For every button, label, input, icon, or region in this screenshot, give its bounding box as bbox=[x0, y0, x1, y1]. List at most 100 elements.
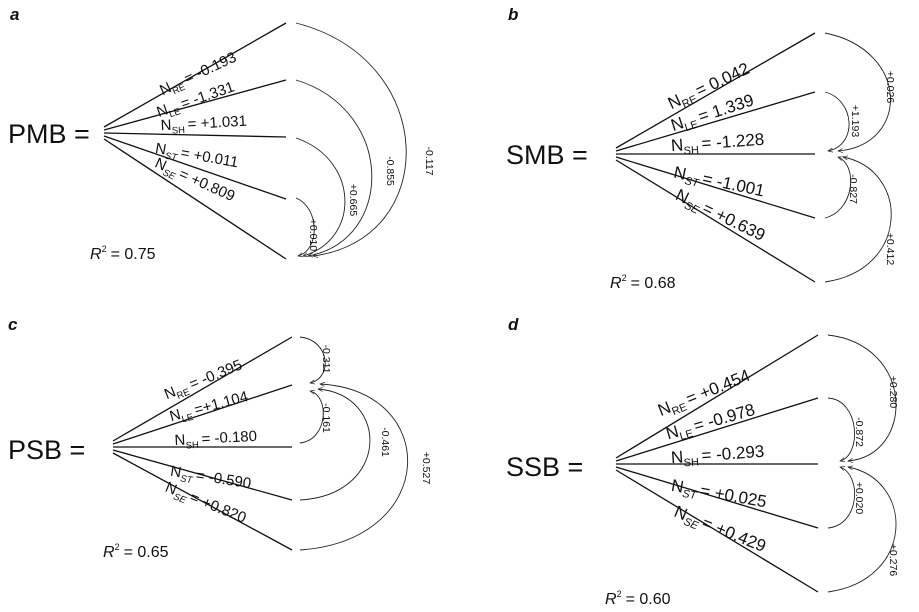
interaction-coefficient: -0.161 bbox=[320, 403, 332, 433]
term-symbol: N bbox=[155, 101, 171, 121]
interaction-coefficient: +1.193 bbox=[849, 105, 861, 138]
term-subscript: RE bbox=[680, 93, 699, 110]
interaction-coefficient: +0.280 bbox=[887, 376, 899, 409]
term-symbol: N bbox=[664, 422, 681, 444]
term-coefficient: = -0.395 bbox=[187, 356, 245, 393]
term-symbol: N bbox=[670, 135, 684, 155]
term-line bbox=[615, 159, 816, 283]
term-line bbox=[112, 336, 293, 442]
term-coefficient: = -0.293 bbox=[701, 442, 765, 465]
term-subscript: ST bbox=[683, 175, 700, 190]
interaction-arrow bbox=[299, 336, 326, 383]
interaction-arrow bbox=[827, 334, 897, 461]
interaction-coefficient: +0.527 bbox=[420, 452, 432, 485]
equation-lhs: PSB = bbox=[8, 435, 85, 465]
term-line bbox=[103, 22, 287, 128]
r-symbol: R bbox=[103, 544, 115, 561]
term-line bbox=[615, 469, 819, 593]
term-coefficient: = -0.180 bbox=[201, 428, 257, 448]
term-subscript: LE bbox=[678, 428, 694, 443]
term-subscript: SH bbox=[172, 125, 186, 137]
term-subscript: SE bbox=[172, 491, 188, 506]
term-line bbox=[615, 334, 819, 459]
r-superscript: 2 bbox=[617, 589, 622, 599]
r-superscript: 2 bbox=[102, 244, 107, 254]
interaction-coefficient: +0.412 bbox=[884, 233, 896, 266]
interaction-coefficient: -0.117 bbox=[423, 147, 435, 176]
term-label: NSH= -1.228 bbox=[670, 130, 765, 158]
term-subscript: SH bbox=[683, 456, 699, 469]
term-line bbox=[112, 384, 293, 445]
term-line bbox=[103, 135, 287, 200]
interaction-coefficient: +0.010 bbox=[307, 219, 319, 252]
term-symbol: N bbox=[174, 432, 186, 450]
term-coefficient: = -1.228 bbox=[701, 130, 765, 153]
interaction-coefficient: +0.020 bbox=[853, 482, 865, 515]
r-symbol: R bbox=[605, 591, 617, 608]
panel-letter: b bbox=[508, 5, 518, 24]
equation-lhs: SMB = bbox=[506, 140, 588, 170]
term-subscript: SE bbox=[682, 516, 701, 533]
r-superscript: 2 bbox=[622, 273, 627, 283]
interaction-coefficient: +0.276 bbox=[887, 544, 899, 577]
interaction-coefficient: -0.311 bbox=[320, 345, 332, 374]
interaction-arrow bbox=[295, 22, 407, 256]
r-squared: R2 = 0.60 bbox=[605, 589, 671, 608]
r-squared: R2 = 0.68 bbox=[610, 273, 676, 292]
term-symbol: N bbox=[672, 163, 688, 184]
term-coefficient: = -1.001 bbox=[701, 169, 766, 201]
interaction-arrow bbox=[299, 391, 324, 444]
r-squared-value: = 0.68 bbox=[631, 275, 676, 292]
interaction-arrow bbox=[824, 157, 892, 283]
term-subscript: SH bbox=[185, 440, 199, 452]
term-coefficient: = +0.429 bbox=[699, 513, 768, 556]
term-line bbox=[103, 132, 287, 138]
interaction-arrow bbox=[824, 157, 852, 219]
panel-letter: a bbox=[10, 5, 19, 24]
r-symbol: R bbox=[90, 246, 102, 263]
term-line bbox=[615, 466, 819, 529]
equation-lhs: PMB = bbox=[8, 119, 90, 149]
panel-letter: c bbox=[8, 315, 18, 334]
term-coefficient: = -0.590 bbox=[195, 467, 252, 492]
term-coefficient: =+1.104 bbox=[192, 388, 250, 419]
term-coefficient: = +0.025 bbox=[699, 481, 768, 511]
interaction-arrow bbox=[824, 32, 891, 151]
term-line bbox=[112, 449, 293, 501]
r-superscript: 2 bbox=[115, 542, 120, 552]
interaction-coefficient: +0.026 bbox=[884, 71, 896, 104]
term-line bbox=[103, 79, 287, 131]
term-symbol: N bbox=[169, 463, 182, 481]
equation-lhs: SSB = bbox=[506, 452, 583, 482]
term-line bbox=[615, 91, 816, 152]
r-squared: R2 = 0.65 bbox=[103, 542, 169, 561]
term-symbol: N bbox=[670, 447, 684, 467]
term-symbol: N bbox=[154, 140, 168, 159]
term-subscript: ST bbox=[164, 151, 179, 164]
interaction-arrow bbox=[299, 384, 409, 551]
interaction-coefficient: -0.872 bbox=[853, 417, 865, 447]
term-label: NSH = +1.031 bbox=[160, 113, 247, 137]
r-squared-value: = 0.75 bbox=[111, 246, 156, 263]
r-squared-value: = 0.65 bbox=[124, 544, 169, 561]
term-symbol: N bbox=[668, 113, 686, 135]
term-symbol: N bbox=[670, 476, 685, 497]
term-symbol: N bbox=[160, 117, 172, 135]
term-coefficient: = +1.031 bbox=[187, 113, 247, 133]
term-line bbox=[615, 397, 819, 462]
term-coefficient: = +0.820 bbox=[187, 489, 248, 527]
term-subscript: ST bbox=[681, 488, 698, 502]
term-label: NSE= +0.429 bbox=[670, 502, 768, 559]
term-subscript: RE bbox=[171, 82, 188, 98]
interaction-arrow bbox=[827, 467, 856, 529]
term-subscript: ST bbox=[179, 473, 194, 486]
interaction-arrow bbox=[824, 91, 850, 151]
term-symbol: N bbox=[168, 406, 183, 425]
term-subscript: RE bbox=[175, 387, 191, 402]
interaction-arrow bbox=[295, 79, 373, 256]
r-symbol: R bbox=[610, 275, 622, 292]
r-squared-value: = 0.60 bbox=[626, 591, 671, 608]
